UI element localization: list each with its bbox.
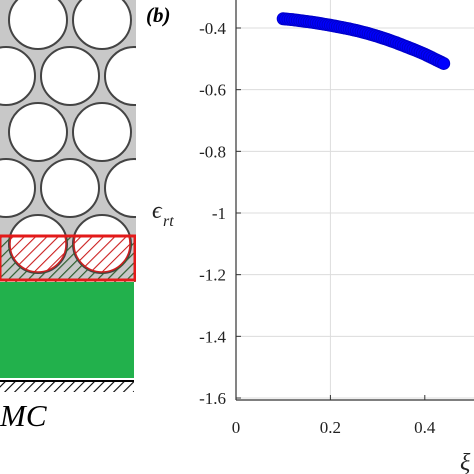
mc-label: MC <box>0 398 47 433</box>
x-tick-label: 0.2 <box>320 418 341 437</box>
y-tick-label: -0.8 <box>199 142 226 161</box>
x-tick-label: 0 <box>232 418 241 437</box>
pore-circles <box>0 0 136 274</box>
y-tick-label: -0.4 <box>199 19 226 38</box>
boundary-layer-outline <box>0 234 136 282</box>
axes <box>235 0 474 401</box>
y-axis-label-main: ϵ <box>152 198 163 224</box>
y-tick-label: -1.6 <box>199 389 226 408</box>
x-tick-labels: 0 0.2 0.4 <box>232 418 436 437</box>
y-tick-label: -1.4 <box>199 327 226 346</box>
y-axis-label: ϵ rt <box>152 198 174 230</box>
solid-green-region <box>0 282 134 378</box>
data-points <box>276 12 451 70</box>
ground-hatch <box>0 382 134 392</box>
y-axis-label-sub: rt <box>163 213 174 230</box>
data-point <box>437 56 451 70</box>
panel-a: MC <box>0 0 136 433</box>
y-tick-label: -1.2 <box>199 266 226 285</box>
y-tick-label: -1 <box>212 204 226 223</box>
panel-b: (b) -0.4 -0.6 -0.8 -1 -1.2 -1.4 -1.6 0 0.2 0.4 ϵ… <box>146 0 474 474</box>
x-axis-label: ξ <box>460 450 471 474</box>
y-tick-labels: -0.4 -0.6 -0.8 -1 -1.2 -1.4 -1.6 <box>199 19 226 408</box>
x-tick-label: 0.4 <box>414 418 436 437</box>
y-tick-label: -0.6 <box>199 81 226 100</box>
panel-label-b: (b) <box>146 3 171 27</box>
